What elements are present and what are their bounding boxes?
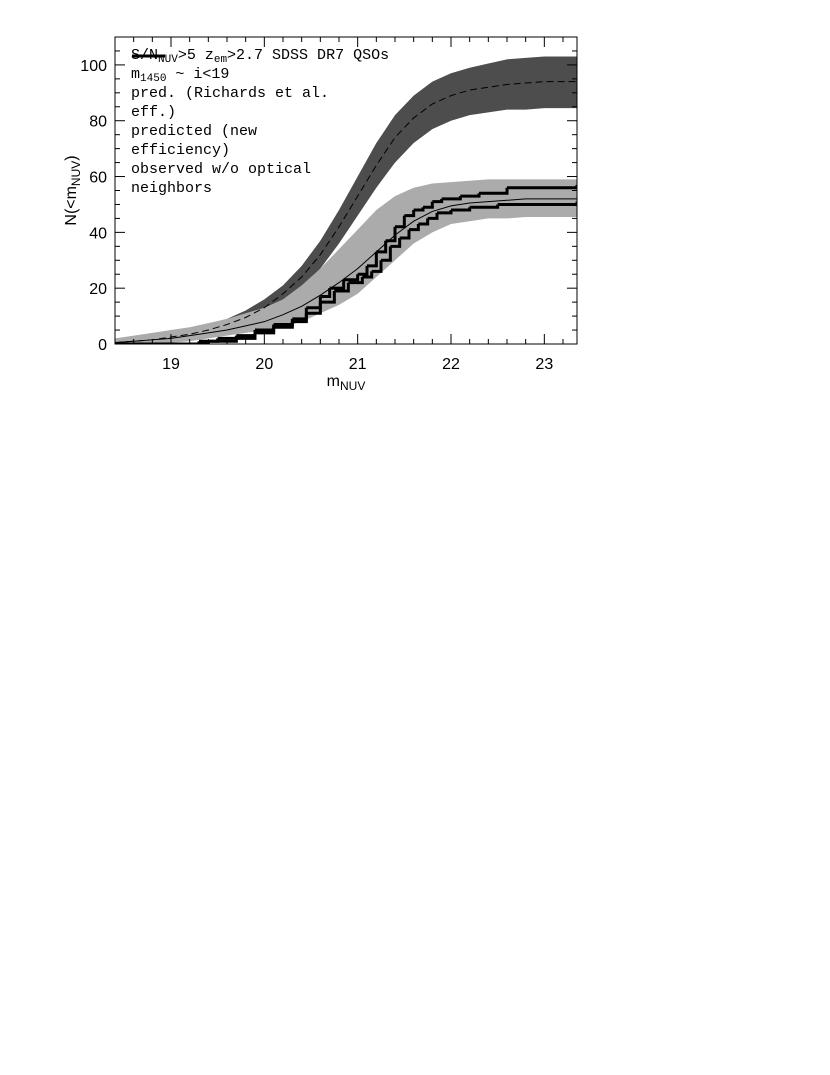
x-tick-label: 21 <box>349 356 367 373</box>
legend-sample <box>132 54 165 58</box>
legend-label: pred. (Richards et al. eff.) <box>131 85 330 121</box>
annotation-part: 1450 <box>140 73 167 85</box>
step-segment <box>418 218 430 226</box>
legend-label: predicted (new efficiency) <box>131 123 258 159</box>
step-segment <box>334 282 350 293</box>
y-axis-title-part: ) <box>63 155 80 160</box>
y-tick-label: 20 <box>89 281 107 298</box>
step-segment <box>292 313 308 324</box>
annotation-part: m <box>131 66 141 83</box>
annotation-part: NUV <box>158 54 178 66</box>
step-segment <box>404 210 416 218</box>
line <box>115 198 577 344</box>
x-axis-title: mNUV <box>327 373 366 393</box>
y-axis-title-part: NUV <box>69 161 83 186</box>
y-tick-label: 80 <box>89 114 107 131</box>
x-tick-label: 23 <box>535 356 553 373</box>
step-segment <box>217 335 238 340</box>
step-segment <box>306 302 322 315</box>
y-axis-title: N(<mNUV) <box>63 155 83 225</box>
plot-area <box>115 56 577 344</box>
x-axis-title-part: m <box>327 373 340 390</box>
step-segment <box>423 201 434 209</box>
annotation-part: >5 z <box>177 47 214 64</box>
band <box>115 179 577 344</box>
step-segment <box>367 251 378 268</box>
step-segment <box>236 332 257 340</box>
step-segment <box>348 277 364 285</box>
step-segment <box>385 226 397 243</box>
step-segment <box>329 279 346 290</box>
step-segment <box>320 288 332 299</box>
legend-label: observed w/o optical neighbors <box>131 161 312 197</box>
x-tick-label: 19 <box>162 356 180 373</box>
annotation-part: >2.7 SDSS DR7 QSOs <box>227 47 390 64</box>
x-tick-label: 22 <box>442 356 460 373</box>
legend-entry: predicted (new efficiency) <box>131 55 389 160</box>
y-axis-title-part: N(<m <box>63 186 80 226</box>
step-segment <box>479 187 509 195</box>
step-segment <box>320 290 336 304</box>
legend: S/NNUV>5 zem>2.7 SDSS DR7 QSOs m1450 ~ i<… <box>131 46 389 198</box>
step-segment <box>507 184 577 190</box>
step-segment <box>427 212 439 220</box>
step-segment <box>390 237 402 248</box>
step-segment <box>399 229 411 240</box>
x-tick-label: 20 <box>255 356 273 373</box>
annotation-part: ~ i<19 <box>166 66 230 83</box>
legend-entry: pred. (Richards et al. eff.) <box>131 55 389 122</box>
line <box>115 81 577 344</box>
step-segment <box>362 271 374 279</box>
band <box>115 56 577 344</box>
step-segment <box>395 215 406 229</box>
step-segment <box>376 240 388 254</box>
annotation: S/NNUV>5 zem>2.7 SDSS DR7 QSOs <box>131 46 390 66</box>
y-tick-label: 0 <box>98 337 107 354</box>
y-tick-label: 100 <box>80 58 107 75</box>
step-segment <box>409 223 420 232</box>
y-tick-label: 40 <box>89 225 107 242</box>
step-segment <box>357 265 369 276</box>
annotation: m1450 ~ i<19 <box>131 65 389 85</box>
step-segment <box>371 260 383 273</box>
step-segment <box>273 321 294 329</box>
legend-entry: observed w/o optical neighbors <box>131 54 389 198</box>
step-segment <box>441 196 462 201</box>
step-segment <box>343 274 360 282</box>
x-axis-title-part: NUV <box>340 379 365 393</box>
step-segment <box>381 246 392 262</box>
annotation-part: em <box>213 54 228 66</box>
step-segment <box>535 201 577 206</box>
step-segment <box>208 338 238 343</box>
step-segment <box>255 327 276 335</box>
y-tick-label: 60 <box>89 170 107 187</box>
